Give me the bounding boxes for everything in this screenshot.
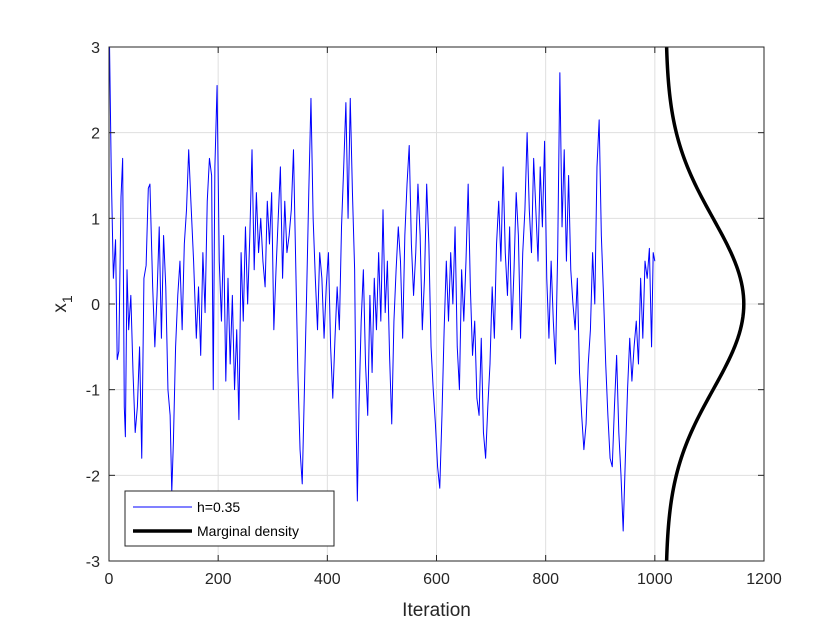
density-curve <box>664 46 746 562</box>
x-tick-label: 400 <box>314 571 341 588</box>
x-tick-label: 1200 <box>746 571 782 588</box>
x-tick-label: 800 <box>532 571 559 588</box>
y-tick-label: 0 <box>91 297 100 314</box>
trace-series <box>109 46 656 532</box>
y-tick-label: 1 <box>91 211 100 228</box>
x-tick-label: 1000 <box>637 571 673 588</box>
trace-line <box>109 46 656 532</box>
legend: h=0.35 Marginal density <box>124 490 335 547</box>
density-series <box>664 46 746 562</box>
grid <box>108 46 765 562</box>
x-tick-label: 200 <box>205 571 232 588</box>
ticks: 0 200 400 600 800 1000 1200 -3 -2 -1 0 1 2 3 <box>86 40 782 588</box>
x-axis-label: Iteration <box>402 600 471 621</box>
y-tick-label: -3 <box>86 554 100 571</box>
y-tick-label: 3 <box>91 40 100 57</box>
legend-label-trace: h=0.35 <box>197 499 240 515</box>
y-tick-label: -1 <box>86 383 100 400</box>
y-axis-label-main: x <box>50 303 71 313</box>
legend-label-density: Marginal density <box>197 523 299 539</box>
y-tick-label: 2 <box>91 126 100 143</box>
y-axis-label-sub: 1 <box>59 295 75 303</box>
legend-box <box>124 490 335 547</box>
y-axis-label: x1 <box>50 295 75 313</box>
x-tick-label: 0 <box>105 571 114 588</box>
y-tick-label: -2 <box>86 468 100 485</box>
x-tick-label: 600 <box>423 571 450 588</box>
